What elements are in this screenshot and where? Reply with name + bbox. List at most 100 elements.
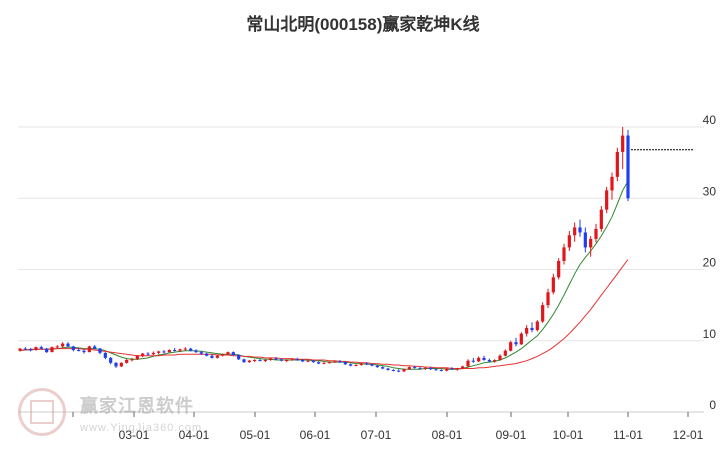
candle-body [263,359,267,361]
candle-body [434,369,438,371]
candle [210,354,214,359]
candle [253,359,257,363]
watermark: 赢家江恩软件 www.YingJia360.com [18,388,218,444]
candle [551,273,555,295]
candle-body [125,359,129,363]
candle [562,243,566,265]
candle-body [541,305,545,322]
candle [610,172,614,200]
candle [18,347,22,352]
candle [589,236,593,257]
candle-body [615,151,619,177]
candle-body [514,342,518,345]
candle [466,359,470,368]
candle [455,367,459,371]
candle-body [221,354,225,356]
candle-body [39,347,43,349]
candle [407,366,411,370]
candle [482,355,486,361]
candle-body [322,362,326,364]
candle [119,362,123,368]
candle [77,347,81,352]
candle [567,231,571,251]
candle-body [583,232,587,248]
candle-body [498,355,502,360]
x-tick-label: 05-01 [240,428,271,442]
candle-body [423,367,427,369]
candle-body [93,346,97,349]
candle [461,365,465,370]
candle [439,369,443,372]
candle-body [247,360,251,363]
candle-body [450,368,454,370]
candle [514,337,518,347]
candle-body [253,359,257,361]
candle-body [189,348,193,351]
candle [397,369,401,373]
candle [338,359,342,363]
candlesticks [18,127,630,373]
candle [535,320,539,332]
candle-body [525,327,529,334]
candle [231,351,235,356]
candle [450,367,454,370]
candle [306,359,310,363]
candle-body [119,362,123,367]
x-tick-label: 08-01 [432,428,463,442]
candle-body [519,333,523,345]
moving-average-lines [19,180,629,370]
candle-body [215,355,219,358]
y-tick-label: 30 [703,184,717,198]
candle-body [274,358,278,360]
candle-body [413,367,417,369]
candle [237,354,241,360]
candle-body [317,362,321,364]
candle [189,347,193,352]
candle [71,345,75,352]
candle [386,367,390,371]
candle-body [87,346,91,353]
candle [125,358,129,364]
candle [343,361,347,365]
candle [525,325,529,337]
candle-body [167,350,171,353]
candle-body [295,359,299,361]
candle-body [461,366,465,369]
candle-body [151,352,155,355]
candle-body [45,348,49,353]
candle-body [130,359,134,361]
candle [333,360,337,363]
candle-body [578,227,582,233]
candle [429,367,433,370]
candle-body [210,355,214,358]
candle-body [573,227,577,236]
candle [349,363,353,367]
candle [29,347,33,352]
x-axis-ticks: 03-01 04-01 05-01 06-01 07-01 08-01 09-01 10-01… [72,412,704,442]
candle-body [135,355,139,360]
candle-body [546,292,550,306]
candle-body [77,350,81,352]
candle-body [402,369,406,372]
candle [573,222,577,242]
candle [157,350,161,355]
candle [103,352,107,360]
candle [109,357,113,365]
y-axis-ticks: 0 10 20 30 40 [703,113,717,412]
candle-body [183,348,187,350]
candle-body [114,362,118,367]
candle [503,349,507,357]
candle [178,348,182,353]
candle [269,357,273,361]
watermark-url: www.YingJia360.com [80,422,203,434]
candle-body [29,349,33,351]
candle [594,223,598,243]
candle-body [343,362,347,365]
candle [583,227,587,253]
candle-body [370,364,374,366]
ma-series-line [20,259,629,369]
candle [263,359,267,363]
candle-body [285,359,289,361]
candle-body [18,348,22,351]
candle [546,288,550,308]
